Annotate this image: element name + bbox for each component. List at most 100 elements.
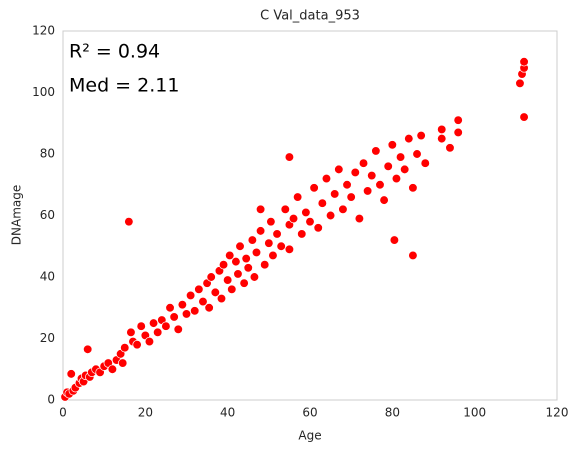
point xyxy=(362,186,373,196)
point xyxy=(420,158,430,168)
point xyxy=(515,78,525,88)
point xyxy=(268,250,278,261)
point xyxy=(389,235,400,245)
x-tick-label: 80 xyxy=(385,406,400,420)
point xyxy=(204,303,214,313)
point xyxy=(284,244,295,254)
point xyxy=(288,213,299,224)
point xyxy=(206,272,216,282)
point xyxy=(408,250,418,261)
point xyxy=(132,340,142,350)
y-tick-label: 60 xyxy=(40,208,55,222)
point xyxy=(317,198,328,208)
point xyxy=(412,149,422,159)
chart-title: C Val_data_953 xyxy=(260,9,360,24)
point xyxy=(227,284,237,294)
point xyxy=(301,207,311,218)
point xyxy=(241,253,251,264)
x-axis-label: Age xyxy=(298,429,321,443)
point xyxy=(264,238,274,248)
point xyxy=(416,130,426,141)
point xyxy=(395,152,406,162)
point xyxy=(350,167,360,178)
point xyxy=(437,124,447,135)
point xyxy=(255,226,266,236)
point xyxy=(453,127,463,138)
point xyxy=(358,158,369,168)
point xyxy=(249,272,260,282)
point xyxy=(144,336,155,347)
point xyxy=(165,303,175,313)
point xyxy=(305,216,315,227)
x-tick-label: 120 xyxy=(546,406,569,420)
point xyxy=(387,140,397,150)
point xyxy=(519,112,529,122)
point xyxy=(313,223,323,233)
point xyxy=(190,306,200,316)
point xyxy=(276,241,286,251)
point xyxy=(367,170,377,181)
point xyxy=(148,318,159,328)
point xyxy=(519,57,529,67)
x-tick-label: 100 xyxy=(463,406,486,420)
annotation: R² = 0.94 xyxy=(69,41,160,63)
point xyxy=(404,133,414,144)
point xyxy=(284,152,295,162)
point xyxy=(437,133,447,144)
point xyxy=(383,161,393,171)
x-tick-label: 60 xyxy=(302,406,317,420)
x-tick-label: 20 xyxy=(138,406,153,420)
point xyxy=(293,192,303,202)
point xyxy=(346,192,356,202)
point xyxy=(181,309,192,319)
x-tick-label: 0 xyxy=(59,406,67,420)
point xyxy=(342,180,352,190)
point xyxy=(445,143,455,153)
point xyxy=(225,250,235,261)
point xyxy=(247,235,258,245)
point xyxy=(210,287,220,298)
annotation: Med = 2.11 xyxy=(69,75,179,97)
point xyxy=(255,204,266,215)
point xyxy=(330,189,340,199)
point xyxy=(120,343,130,353)
point xyxy=(185,290,196,301)
y-tick-label: 20 xyxy=(40,331,55,345)
point xyxy=(126,327,136,338)
point xyxy=(297,229,307,239)
point xyxy=(408,183,418,193)
point xyxy=(118,358,128,368)
y-tick-label: 120 xyxy=(32,24,55,38)
point xyxy=(231,256,241,267)
point xyxy=(233,269,243,279)
point xyxy=(272,229,282,239)
point xyxy=(239,278,249,288)
point xyxy=(371,146,381,156)
point xyxy=(321,173,332,184)
point xyxy=(173,324,183,334)
point xyxy=(379,195,389,205)
point xyxy=(243,263,253,273)
x-tick-label: 40 xyxy=(220,406,235,420)
point xyxy=(198,296,208,307)
point xyxy=(325,210,336,221)
y-axis-label: DNAmage xyxy=(10,185,24,245)
point xyxy=(177,300,188,310)
point xyxy=(280,204,290,215)
point xyxy=(235,241,245,251)
y-tick-label: 0 xyxy=(47,393,55,407)
point xyxy=(218,260,229,270)
point xyxy=(251,247,262,258)
point xyxy=(338,204,348,215)
point xyxy=(136,321,146,331)
point xyxy=(161,321,171,331)
point xyxy=(194,284,204,294)
point xyxy=(375,180,385,190)
point xyxy=(223,275,233,285)
point xyxy=(260,260,270,270)
point xyxy=(216,293,227,304)
point xyxy=(453,115,463,125)
y-tick-label: 40 xyxy=(40,270,55,284)
point xyxy=(309,183,319,193)
